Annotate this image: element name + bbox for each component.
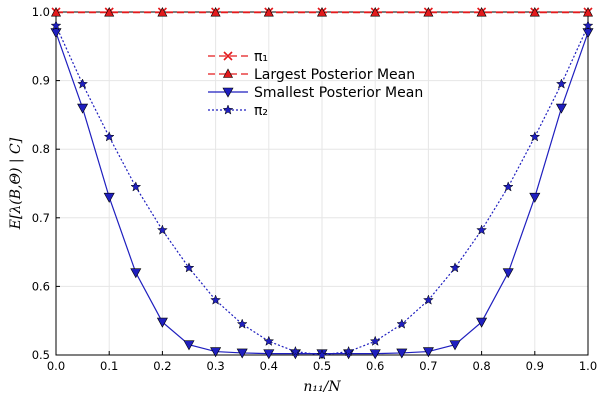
data-point (369, 335, 381, 346)
data-point (50, 20, 62, 31)
data-point (156, 317, 168, 328)
data-point (502, 268, 514, 279)
y-tick-label: 0.5 (32, 348, 50, 362)
data-point (449, 340, 461, 351)
data-point (422, 294, 434, 305)
data-point (316, 349, 328, 360)
data-point (51, 7, 61, 17)
data-point (476, 317, 488, 328)
data-point (130, 268, 142, 279)
x-tick-label: 0.5 (313, 359, 331, 373)
data-point (370, 7, 381, 17)
data-point (263, 7, 274, 17)
x-axis-title: n₁₁/N (303, 379, 341, 395)
legend-marker (223, 51, 233, 61)
data-point (263, 335, 275, 346)
data-point (103, 192, 115, 203)
x-tick-label: 0.9 (526, 359, 544, 373)
data-point (582, 28, 594, 39)
legend-label: Smallest Posterior Mean (254, 85, 423, 101)
data-point (529, 131, 541, 142)
series-3 (50, 20, 594, 360)
data-point (104, 7, 115, 17)
data-series (50, 7, 594, 360)
data-point (476, 7, 487, 17)
data-point (422, 347, 434, 358)
data-point (103, 131, 115, 142)
data-point (236, 348, 248, 359)
x-tick-label: 0.3 (206, 359, 224, 373)
data-point (183, 262, 195, 273)
legend-label: π₁ (254, 49, 268, 65)
series-1 (51, 7, 593, 17)
data-point (77, 103, 89, 114)
data-point (529, 192, 541, 203)
data-point (77, 78, 89, 89)
data-point (369, 349, 381, 360)
data-point (210, 294, 222, 305)
legend-entry: π₁ (208, 49, 268, 65)
legend: π₁ Largest Posterior Mean Smallest Posteri… (208, 49, 423, 119)
data-point (210, 347, 222, 358)
x-tick-label: 1.0 (579, 359, 597, 373)
data-point (317, 7, 327, 17)
data-point (183, 340, 195, 351)
x-tick-label: 0.8 (472, 359, 490, 373)
legend-label: Largest Posterior Mean (254, 67, 415, 83)
data-point (476, 224, 488, 235)
x-tick-label: 0.0 (47, 359, 65, 373)
y-tick-label: 0.9 (32, 74, 50, 88)
data-point (502, 181, 514, 192)
legend-entry: Smallest Posterior Mean (208, 85, 423, 101)
legend-marker (222, 104, 234, 115)
data-point (583, 7, 593, 17)
legend-marker (222, 87, 234, 98)
x-tick-label: 0.6 (366, 359, 384, 373)
legend-entry: Largest Posterior Mean (208, 67, 415, 83)
y-tick-label: 1.0 (32, 5, 50, 19)
data-point (210, 7, 221, 17)
data-point (582, 20, 594, 31)
y-axis-title: E[λ(B,Θ) | C] (8, 137, 24, 230)
data-point (396, 318, 408, 329)
data-point (396, 348, 408, 359)
data-point (263, 349, 275, 360)
legend-marker (223, 68, 233, 78)
x-tick-label: 0.2 (153, 359, 171, 373)
y-tick-label: 0.6 (32, 279, 50, 293)
series-2 (50, 28, 594, 360)
data-point (555, 103, 567, 114)
data-point (449, 262, 461, 273)
data-point (156, 224, 168, 235)
data-point (130, 181, 142, 192)
x-tick-label: 0.4 (260, 359, 278, 373)
x-tick-label: 0.7 (419, 359, 437, 373)
data-point (423, 7, 434, 17)
data-point (289, 345, 301, 357)
x-axis-ticks: 0.0 0.1 0.2 0.3 0.4 0.5 0.6 0.7 0.8 0.9 1.0 (47, 351, 597, 373)
data-point (555, 78, 567, 89)
y-tick-label: 0.7 (32, 211, 50, 225)
legend-label: π₂ (254, 103, 268, 119)
legend-entry: π₂ (208, 103, 268, 119)
y-tick-label: 0.8 (32, 142, 50, 156)
data-point (529, 7, 540, 17)
x-tick-label: 0.1 (100, 359, 118, 373)
y-axis-ticks: 0.5 0.6 0.7 0.8 0.9 1.0 (32, 5, 60, 362)
data-point (157, 7, 168, 17)
data-point (236, 318, 248, 329)
data-point (343, 345, 355, 357)
